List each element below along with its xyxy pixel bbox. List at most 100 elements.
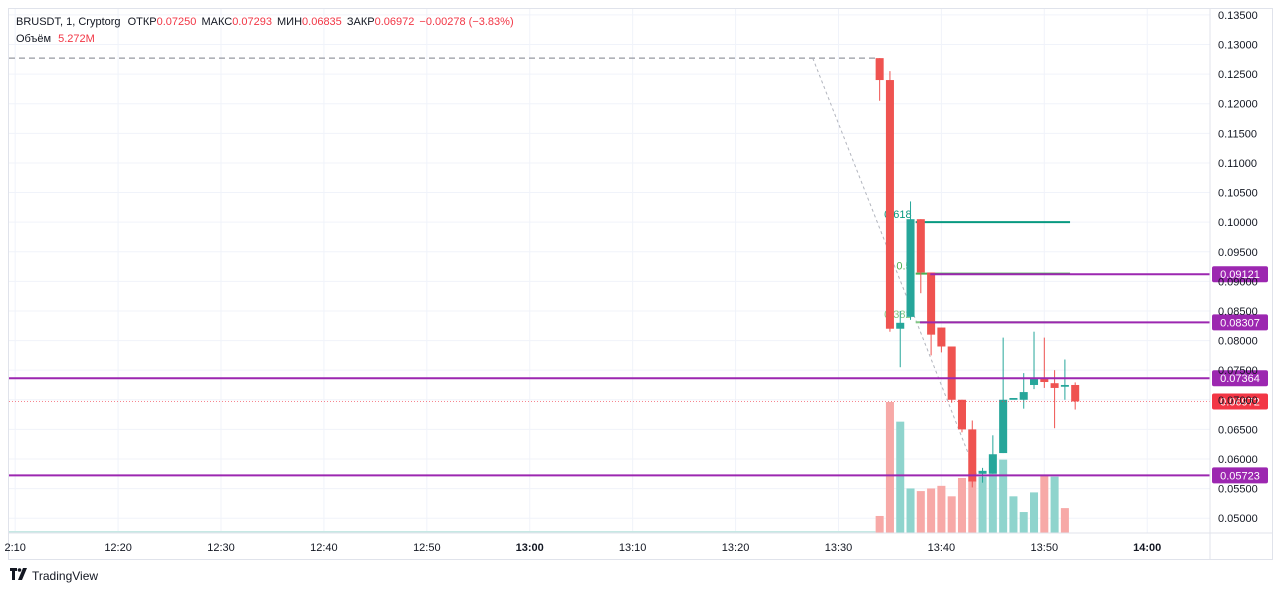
time-tick-label: 12:50 [413, 542, 441, 554]
price-tick-label: 0.05000 [1218, 513, 1258, 525]
time-tick-label: 13:40 [928, 542, 956, 554]
candle-body [875, 58, 884, 81]
candle-body [937, 327, 946, 347]
chart-legend: BRUSDT, 1, Cryptorg ОТКР0.07250 МАКС0.07… [16, 14, 514, 48]
price-tick-label: 0.11500 [1218, 128, 1257, 140]
candle-body [999, 399, 1008, 454]
candle-body [1040, 379, 1049, 383]
time-tick-label: 13:50 [1031, 542, 1059, 554]
legend-ohlc-row: BRUSDT, 1, Cryptorg ОТКР0.07250 МАКС0.07… [16, 14, 514, 31]
volume-bar [927, 488, 936, 533]
candle-body [1009, 398, 1018, 400]
price-tick-label: 0.07500 [1218, 365, 1258, 377]
ray-price-bg [1212, 266, 1268, 283]
legend-change-value: −0.00278 (−3.83%) [419, 16, 514, 28]
volume-bar [947, 496, 956, 533]
ray-price-label: 0.09121 [1220, 269, 1260, 281]
legend-low-value: 0.06835 [302, 16, 342, 28]
tradingview-logo-icon [10, 568, 28, 583]
volume-bar [885, 402, 894, 533]
price-tick-label: 0.08500 [1218, 306, 1258, 318]
legend-high-value: 0.07293 [232, 16, 272, 28]
volume-bar [906, 488, 915, 533]
level-price-label: 0.07364 [1220, 373, 1260, 385]
volume-bar [1030, 492, 1039, 533]
price-tick-label: 0.13500 [1218, 10, 1258, 22]
volume-bar [875, 515, 884, 533]
legend-volume-label[interactable]: Объём [16, 33, 52, 45]
chart-frame[interactable] [8, 8, 1273, 560]
price-tick-label: 0.07000 [1218, 395, 1258, 407]
volume-bar [1040, 475, 1049, 533]
volume-bar [916, 491, 925, 533]
level-price-label: 0.05723 [1220, 470, 1260, 482]
price-tick-label: 0.13000 [1218, 40, 1258, 52]
candle-body [1019, 392, 1028, 400]
time-tick-label: 12:30 [207, 542, 235, 554]
time-tick-label: 12:40 [310, 542, 338, 554]
price-tick-label: 0.11000 [1218, 158, 1257, 170]
time-tick-label: 13:10 [619, 542, 647, 554]
level-price-bg [1212, 370, 1268, 387]
candle-body [1050, 383, 1059, 388]
axis-layer: 0.13500 0.13000 0.12500 0.12000 0.11500 0.110… [4, 9, 1272, 559]
candle-body [1060, 384, 1069, 387]
level-price-bg [1212, 467, 1268, 484]
legend-volume-row: Объём 5.272M [16, 31, 514, 48]
time-tick-label: 12:20 [104, 542, 132, 554]
price-tick-label: 0.12500 [1218, 69, 1258, 81]
legend-low-label: МИН [277, 16, 303, 28]
current-price-bg [1212, 393, 1268, 410]
brand-name: TradingView [32, 568, 99, 583]
candle-body [927, 272, 936, 335]
candle-body [957, 399, 966, 430]
volume-bar [1019, 512, 1028, 533]
level-layer: 0.07364 0.05723 0.09121 0.08307 0.06972 [9, 266, 1268, 484]
volume-bar [978, 476, 987, 533]
candle-body [885, 80, 894, 329]
grid-layer [9, 9, 1210, 533]
candle-body [947, 346, 956, 400]
tradingview-brand[interactable]: TradingView [10, 568, 98, 583]
volume-bar [957, 477, 966, 533]
volume-bar [1060, 508, 1069, 533]
price-tick-label: 0.06000 [1218, 454, 1258, 466]
legend-symbol[interactable]: BRUSDT, 1, Cryptorg [16, 16, 121, 28]
candle-body [916, 219, 925, 273]
time-tick-label: 13:00 [516, 542, 544, 554]
candle-body [1071, 384, 1080, 402]
candle-body [896, 322, 905, 329]
time-tick-label: 13:30 [825, 542, 853, 554]
ray-price-bg [1212, 314, 1268, 331]
legend-close-label: ЗАКР [346, 16, 375, 28]
price-tick-label: 0.08000 [1218, 336, 1258, 348]
legend-close-value: 0.06972 [374, 16, 415, 28]
price-tick-label: 0.09000 [1218, 276, 1258, 288]
price-tick-label: 0.10500 [1218, 188, 1258, 200]
price-tick-label: 0.05500 [1218, 484, 1258, 496]
trend-line [812, 57, 978, 477]
candle-body [968, 429, 977, 482]
legend-high-label: МАКС [201, 16, 233, 28]
candle-body [978, 470, 987, 474]
price-tick-label: 0.09500 [1218, 247, 1258, 259]
legend-open-label: ОТКР [127, 16, 157, 28]
price-tick-label: 0.10000 [1218, 217, 1258, 229]
legend-open-value: 0.07250 [156, 16, 197, 28]
price-tick-label: 0.06500 [1218, 424, 1258, 436]
current-price-label: 0.06972 [1220, 396, 1260, 408]
ray-price-label: 0.08307 [1220, 317, 1260, 329]
volume-bar [937, 485, 946, 533]
legend-volume-value: 5.272M [58, 33, 95, 45]
volume-bar [968, 480, 977, 533]
volume-bar [1009, 496, 1018, 533]
price-tick-label: 0.12000 [1218, 99, 1258, 111]
volume-bar [896, 421, 905, 533]
time-tick-label: 2:10 [4, 542, 25, 554]
candle-body [988, 454, 997, 474]
time-tick-label: 13:20 [722, 542, 750, 554]
candle-body [906, 219, 915, 317]
volume-bar [999, 459, 1008, 533]
volume-layer [9, 402, 1069, 533]
